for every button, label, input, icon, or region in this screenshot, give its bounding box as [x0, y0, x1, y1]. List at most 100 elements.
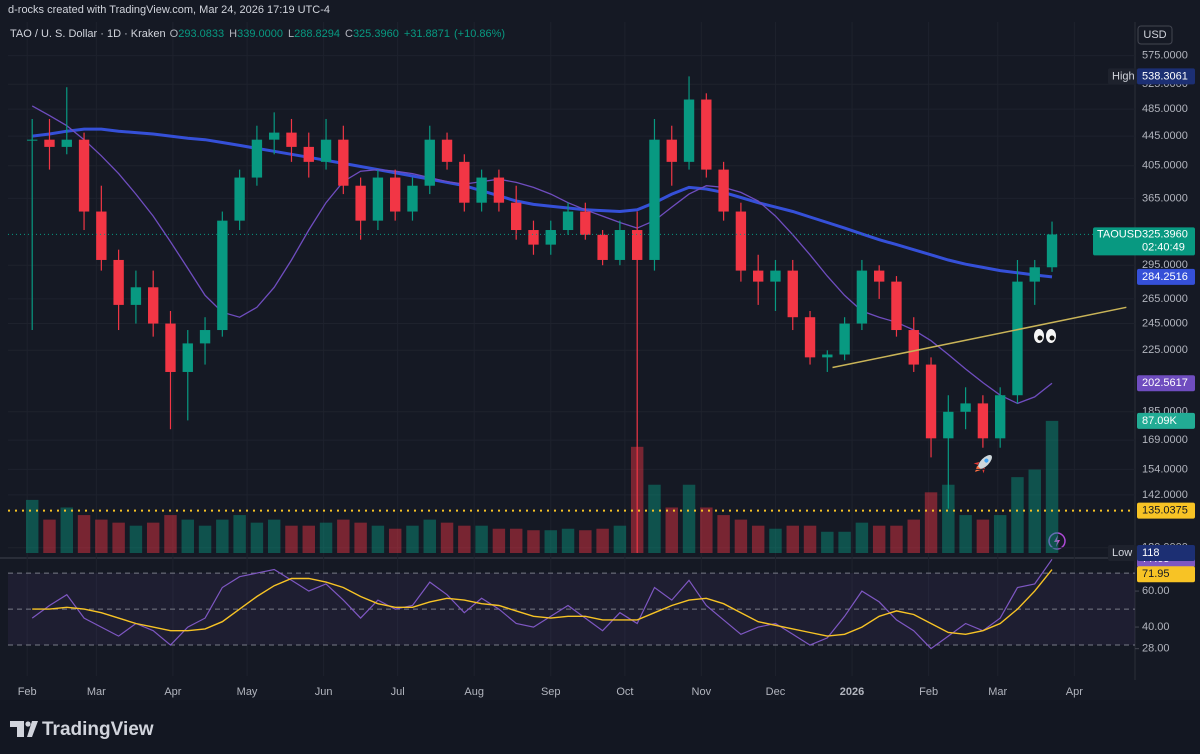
volume-bar — [803, 525, 817, 553]
volume-bar — [976, 519, 990, 553]
candle-body — [597, 234, 608, 260]
volume-bar — [993, 515, 1007, 553]
volume-bar — [544, 530, 557, 553]
legend: TAO / U. S. Dollar · 1D · Kraken O293.083… — [10, 28, 505, 40]
candle-body — [78, 139, 90, 212]
legend-change-pct: (+10.86%) — [454, 28, 505, 40]
candle-body — [804, 317, 816, 358]
badge-value: 202.5617 — [1142, 377, 1188, 389]
volume — [25, 420, 1059, 553]
y-tick-label: 60.00 — [1142, 585, 1170, 597]
legend-value: 325.3960 — [353, 28, 399, 40]
candle-body — [234, 177, 245, 221]
candle-body — [1029, 267, 1040, 282]
candle-body — [338, 139, 349, 186]
price-badge: High 538.3061 — [1108, 68, 1195, 85]
price-badge: 87.09K — [1137, 412, 1195, 429]
y-tick-label: 365.0000 — [1142, 192, 1188, 204]
candle-body — [545, 230, 556, 245]
y-tick-label: 40.00 — [1142, 621, 1170, 633]
x-tick-label: Jul — [391, 686, 405, 698]
x-tick-label: Jun — [315, 686, 333, 698]
badge-bg — [1137, 412, 1195, 429]
y-tick-label: 245.0000 — [1142, 317, 1188, 329]
footer-bar — [0, 700, 1200, 754]
candle-body — [960, 403, 971, 412]
candle-body — [441, 139, 453, 162]
volume-bar — [924, 492, 938, 553]
legend-value: 288.8294 — [294, 28, 340, 40]
volume-bar — [1028, 469, 1041, 553]
candle-body — [303, 146, 314, 162]
volume-bar — [786, 525, 799, 553]
candle-body — [994, 395, 1006, 439]
candle-body — [649, 139, 660, 260]
candle-body — [148, 287, 159, 324]
volume-bar — [872, 525, 886, 553]
volume-bar — [907, 519, 920, 553]
candle-body — [459, 161, 470, 203]
candle-body — [372, 177, 384, 221]
candle-body — [822, 354, 833, 358]
candle-body — [839, 323, 850, 355]
volume-bar — [388, 528, 402, 553]
volume-bar — [112, 522, 125, 553]
volume-bar — [181, 519, 194, 553]
y-tick-label: 225.0000 — [1142, 344, 1188, 356]
candles — [27, 76, 1058, 553]
volume-bar — [769, 528, 782, 553]
badge-value: 135.0375 — [1142, 505, 1188, 517]
y-tick-label: 445.0000 — [1142, 130, 1188, 142]
trendline — [832, 306, 1127, 369]
volume-bar — [665, 507, 678, 553]
x-tick-label: Mar — [988, 686, 1007, 698]
indicators — [31, 105, 1053, 650]
price-badge: 135.0375 — [1137, 502, 1195, 519]
candle-body — [752, 270, 764, 282]
volume-bar — [146, 522, 160, 553]
candle-body — [390, 177, 401, 212]
legend-value: 293.0833 — [178, 28, 224, 40]
badge-value: 538.3061 — [1142, 70, 1188, 82]
volume-bar — [561, 528, 575, 553]
last-price: 325.3960 — [1142, 228, 1188, 240]
attribution: d-rocks created with TradingView.com, Ma… — [8, 4, 330, 16]
candle-body — [666, 139, 677, 162]
legend-key: H — [229, 28, 237, 40]
overlays — [8, 233, 1135, 512]
candle-body — [770, 270, 781, 282]
brand-logo — [10, 721, 38, 737]
x-tick-label: Nov — [692, 686, 712, 698]
badge-tag: High — [1112, 70, 1135, 82]
alert-icon[interactable] — [1048, 532, 1066, 550]
volume-bar — [751, 525, 765, 553]
x-tick-label: Sep — [541, 686, 561, 698]
candle-body — [1012, 281, 1023, 396]
volume-bar — [216, 519, 229, 553]
candle-body — [165, 323, 176, 372]
currency[interactable]: USD — [1143, 29, 1166, 41]
badge-value: 118 — [1142, 547, 1160, 559]
volume-bar — [60, 507, 73, 553]
candle-body — [96, 211, 107, 260]
countdown: 02:40:49 — [1142, 241, 1185, 253]
candle-body — [355, 185, 366, 221]
volume-bar — [475, 525, 488, 553]
badge-bg — [1137, 545, 1195, 561]
currency-box[interactable] — [1137, 25, 1173, 45]
candle-body — [27, 139, 38, 141]
volume-bar — [838, 531, 851, 553]
volume-bar — [509, 528, 523, 553]
volume-bar — [579, 530, 592, 553]
x-tick-label: Dec — [766, 686, 786, 698]
volume-bar — [267, 519, 281, 553]
x-tick-label: Feb — [919, 686, 938, 698]
volume-bar — [734, 519, 748, 553]
badge-bg — [1137, 375, 1195, 392]
volume-bar — [1045, 420, 1059, 553]
candle-body — [977, 403, 989, 439]
volume-bar — [164, 515, 177, 553]
candle-body — [182, 343, 193, 372]
volume-bar — [596, 528, 609, 553]
